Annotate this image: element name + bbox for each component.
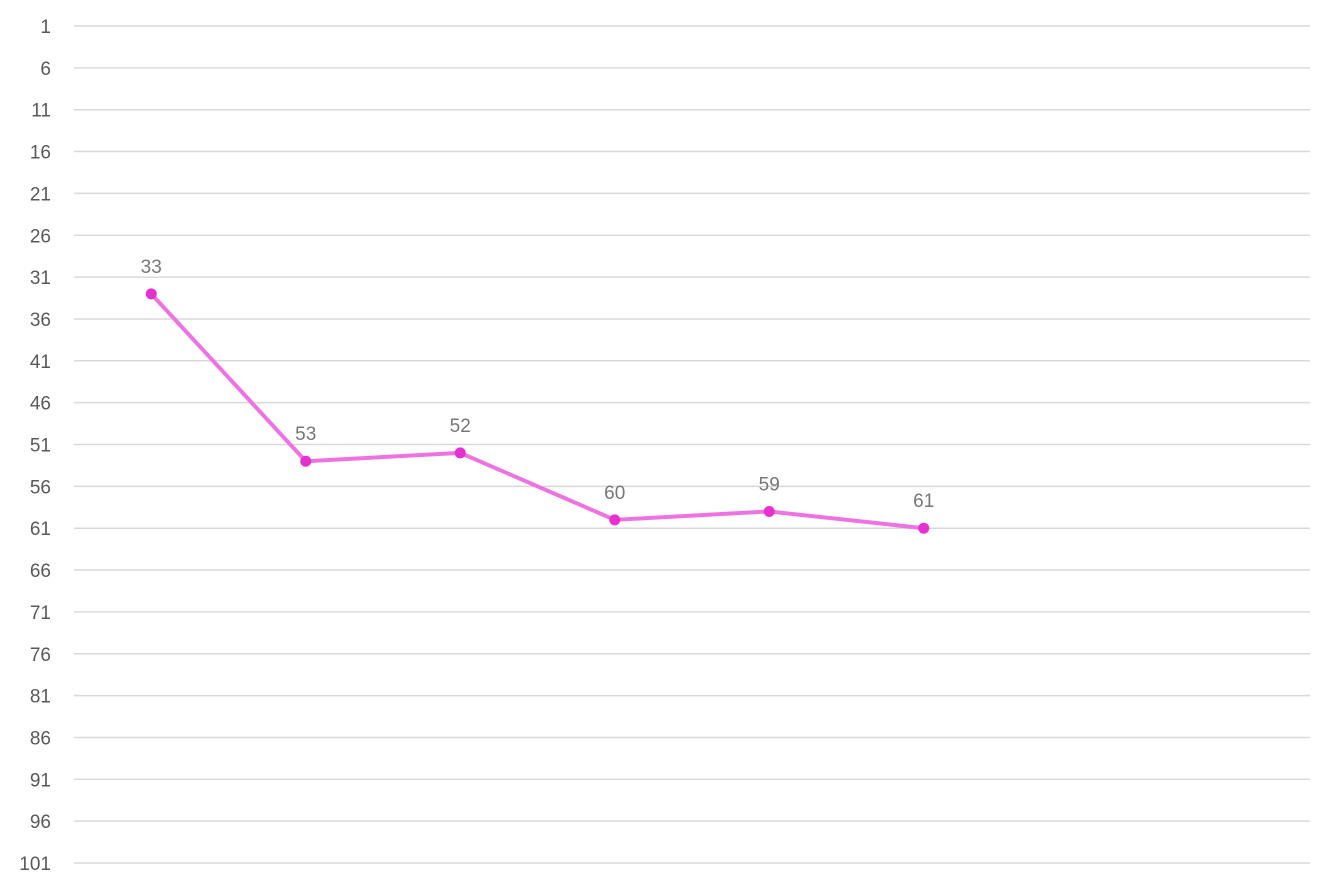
y-tick-label: 46 <box>30 394 51 415</box>
y-tick-label: 76 <box>30 645 51 666</box>
data-label: 33 <box>141 257 162 278</box>
y-tick-label: 61 <box>30 519 51 540</box>
data-point <box>918 522 930 534</box>
series-line <box>149 292 924 531</box>
y-tick-label: 101 <box>19 854 51 875</box>
data-point <box>145 288 157 300</box>
y-tick-label: 91 <box>30 770 51 791</box>
y-tick-label: 6 <box>40 59 51 80</box>
series <box>145 288 930 534</box>
y-tick-label: 71 <box>30 603 51 624</box>
y-tick-label: 16 <box>30 143 51 164</box>
y-tick-label: 96 <box>30 812 51 833</box>
y-tick-label: 56 <box>30 477 51 498</box>
y-tick-label: 11 <box>31 101 51 122</box>
data-label: 59 <box>759 474 780 495</box>
y-tick-label: 51 <box>30 436 51 457</box>
y-tick-label: 31 <box>30 268 51 289</box>
data-label: 60 <box>604 483 625 504</box>
y-tick-label: 21 <box>30 184 51 205</box>
y-tick-label: 41 <box>30 352 51 373</box>
data-label: 61 <box>913 491 934 512</box>
data-point <box>300 455 312 467</box>
data-point <box>454 447 466 459</box>
gridlines <box>74 25 1310 864</box>
y-tick-label: 26 <box>30 226 51 247</box>
data-label: 53 <box>295 424 316 445</box>
data-point <box>609 514 621 526</box>
data-label: 52 <box>450 416 471 437</box>
y-tick-label: 66 <box>30 561 51 582</box>
y-tick-label: 1 <box>40 17 51 38</box>
y-axis-ticks: 1611162126313641465156616671768186919610… <box>19 17 51 875</box>
data-point <box>763 505 775 517</box>
y-tick-label: 81 <box>30 687 51 708</box>
y-tick-label: 36 <box>30 310 51 331</box>
y-tick-label: 86 <box>30 728 51 749</box>
data-labels: 33 53 52 60 59 61 <box>141 257 935 512</box>
